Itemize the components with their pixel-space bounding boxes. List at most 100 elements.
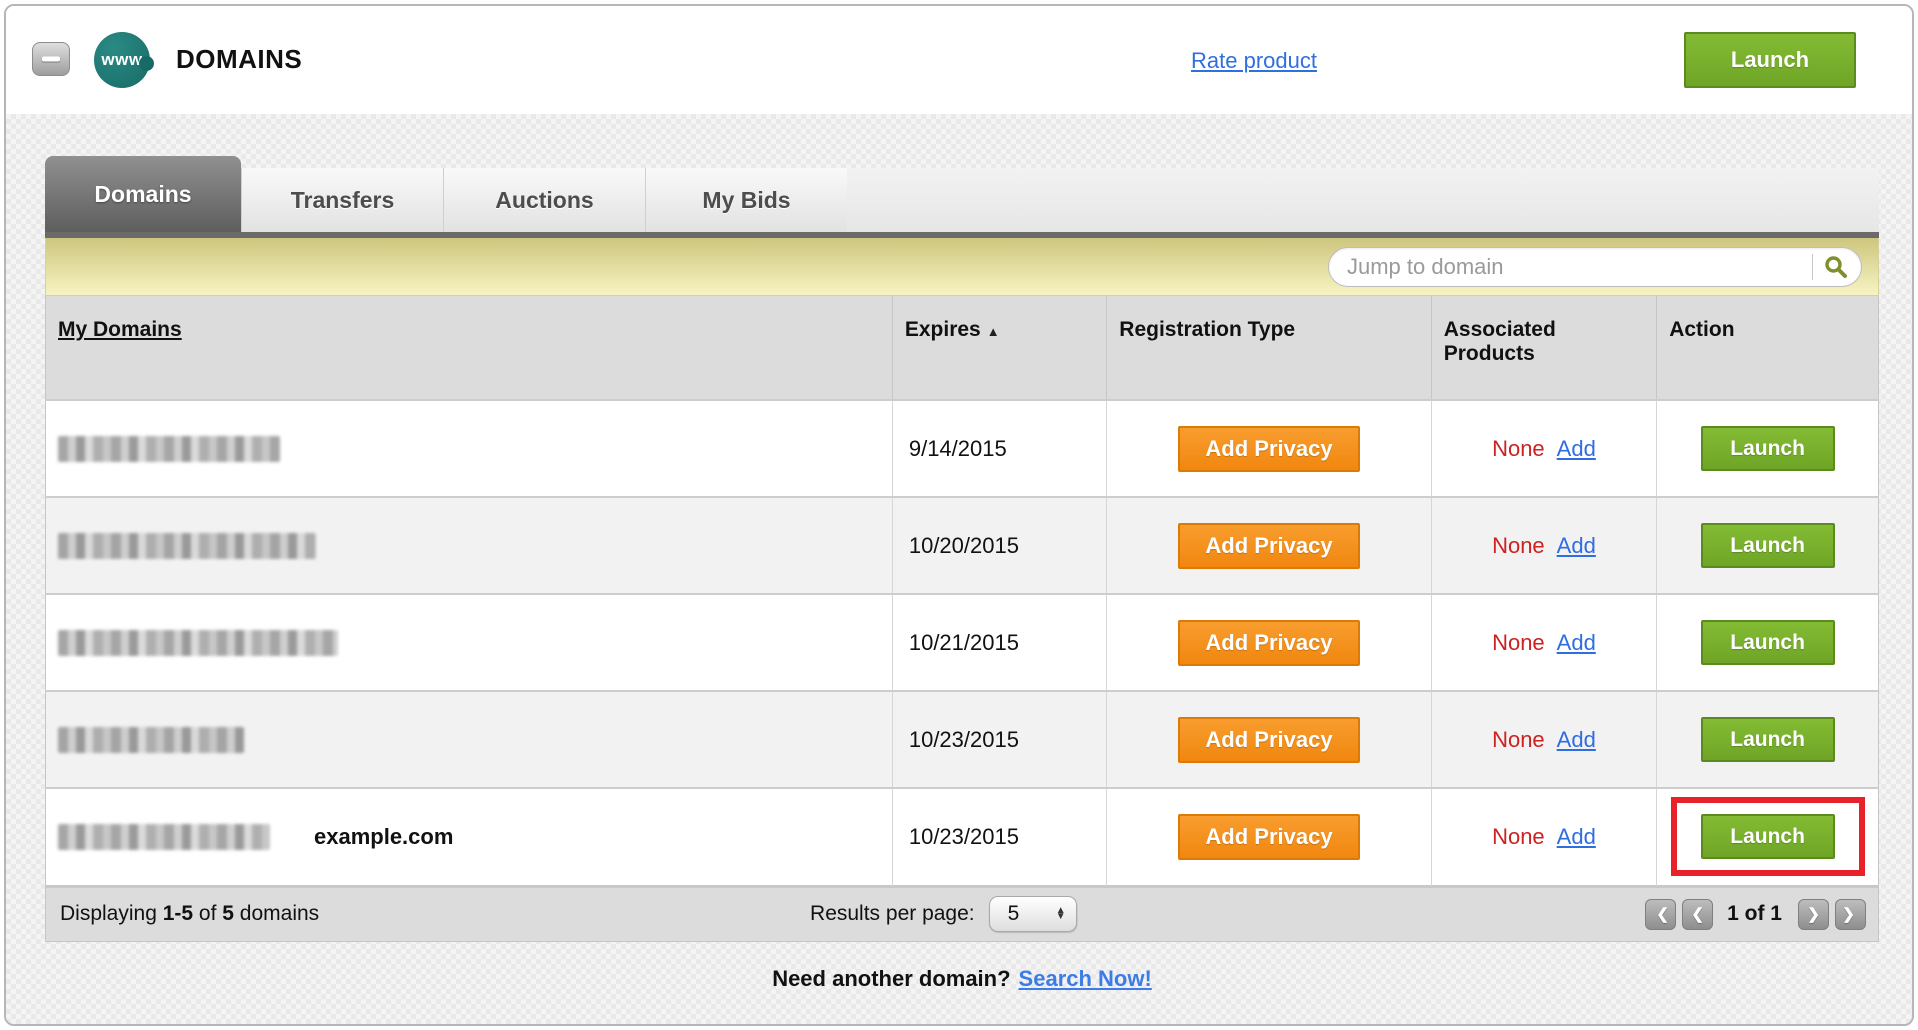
launch-button[interactable]: Launch [1700, 523, 1835, 568]
launch-label: Launch [1730, 533, 1805, 557]
table-row: 9/14/2015 Add Privacy None Add Launch [45, 399, 1879, 497]
launch-button[interactable]: Launch [1700, 717, 1835, 762]
add-product-link[interactable]: Add [1556, 532, 1596, 558]
expires-cell: 9/14/2015 [891, 399, 1107, 497]
redacted-domain [58, 629, 338, 656]
launch-label: Launch [1730, 436, 1805, 460]
chevron-right-icon: ❯ [1842, 906, 1855, 923]
add-privacy-button[interactable]: Add Privacy [1178, 619, 1361, 666]
search-icon[interactable] [1823, 254, 1849, 280]
example-domain-label: example.com [314, 823, 454, 849]
launch-button[interactable]: Launch [1700, 426, 1835, 471]
select-up-icon: ▲ [1055, 904, 1066, 916]
results-per-page-value: 5 [1007, 902, 1020, 925]
select-down-icon: ▼ [1055, 911, 1066, 922]
add-privacy-button[interactable]: Add Privacy [1178, 425, 1361, 472]
action-label: Action [1669, 318, 1735, 341]
table-row: 10/21/2015 Add Privacy None Add Launch [45, 593, 1879, 691]
results-per-page-select[interactable]: 5 ▲ ▼ [988, 896, 1077, 932]
add-privacy-label: Add Privacy [1205, 435, 1333, 461]
sort-ascending-icon: ▲ [986, 324, 1000, 339]
table-footer: Displaying 1-5 of 5 domains Results per … [45, 885, 1879, 942]
search-now-link[interactable]: Search Now! [1018, 965, 1152, 991]
content-area: Domains Transfers Auctions My Bids [6, 114, 1912, 1024]
add-product-link[interactable]: Add [1556, 726, 1596, 752]
jump-to-domain-searchbox [1328, 246, 1862, 287]
tab-my-bids-label: My Bids [702, 186, 791, 213]
domains-product-icon: www [94, 32, 154, 88]
add-product-link[interactable]: Add [1556, 629, 1596, 655]
displaying-of: of [193, 902, 223, 925]
column-header-my-domains: My Domains [45, 296, 893, 401]
redacted-domain [58, 823, 270, 850]
add-product-link[interactable]: Add [1556, 435, 1596, 461]
launch-label: Launch [1730, 630, 1805, 654]
add-privacy-button[interactable]: Add Privacy [1178, 813, 1361, 860]
tab-my-bids[interactable]: My Bids [645, 168, 847, 232]
tab-auctions[interactable]: Auctions [443, 168, 645, 232]
expires-cell: 10/20/2015 [891, 496, 1107, 594]
tab-bar-underline [45, 232, 1879, 238]
chevron-right-icon: ❯ [1807, 906, 1820, 923]
column-header-registration-type: Registration Type [1106, 296, 1432, 401]
add-privacy-label: Add Privacy [1205, 726, 1333, 752]
add-product-link[interactable]: Add [1556, 823, 1596, 849]
www-icon-text: www [101, 50, 143, 69]
domains-panel: Domains Transfers Auctions My Bids [45, 156, 1879, 992]
select-stepper-icon: ▲ ▼ [1055, 904, 1066, 922]
add-privacy-label: Add Privacy [1205, 823, 1333, 849]
launch-button-header[interactable]: Launch [1684, 32, 1856, 88]
filter-bar [45, 238, 1879, 296]
displaying-range: 1-5 [162, 902, 194, 925]
launch-button-highlighted[interactable]: Launch [1700, 814, 1835, 860]
rate-product-link[interactable]: Rate product [1191, 48, 1317, 73]
displaying-summary: Displaying 1-5 of 5 domains [60, 902, 319, 926]
expires-cell: 10/23/2015 [891, 690, 1107, 788]
table-header-row: My Domains Expires ▲ Registration Type As… [45, 296, 1879, 401]
column-header-expires: Expires ▲ [891, 296, 1107, 401]
first-page-button[interactable]: ❮ [1645, 898, 1677, 930]
add-privacy-button[interactable]: Add Privacy [1178, 716, 1361, 763]
tab-domains[interactable]: Domains [45, 156, 241, 232]
minus-icon [42, 56, 60, 62]
associated-none-text: None [1492, 629, 1545, 655]
displaying-suffix: domains [233, 902, 320, 925]
last-page-button[interactable]: ❯ [1835, 898, 1866, 930]
registration-type-label: Registration Type [1119, 318, 1296, 341]
table-row-example: example.com 10/23/2015 Add Privacy None A… [45, 787, 1879, 885]
tab-domains-label: Domains [94, 180, 192, 207]
next-page-button[interactable]: ❯ [1798, 898, 1829, 930]
previous-page-button[interactable]: ❮ [1682, 898, 1714, 930]
add-privacy-label: Add Privacy [1205, 532, 1333, 558]
domains-table: My Domains Expires ▲ Registration Type As… [45, 296, 1879, 886]
expires-cell: 10/21/2015 [891, 593, 1107, 691]
associated-none-text: None [1492, 435, 1545, 461]
associated-none-text: None [1492, 823, 1545, 849]
tab-transfers-label: Transfers [290, 186, 395, 213]
associated-none-text: None [1492, 532, 1545, 558]
launch-button[interactable]: Launch [1700, 620, 1835, 665]
expires-cell: 10/23/2015 [891, 787, 1107, 885]
expires-sort-link[interactable]: Expires [904, 318, 981, 341]
associated-products-label: Associated Products [1443, 318, 1556, 366]
redacted-domain [58, 532, 316, 559]
column-header-associated-products: Associated Products [1430, 296, 1657, 401]
page-status: 1 of 1 [1727, 902, 1782, 925]
table-row: 10/20/2015 Add Privacy None Add Launch [45, 496, 1879, 594]
collapse-button[interactable] [32, 42, 70, 76]
chevron-left-icon: ❮ [1656, 906, 1669, 923]
need-domain-text: Need another domain? [772, 965, 1011, 991]
search-input[interactable] [1347, 253, 1802, 280]
page-title: DOMAINS [176, 44, 303, 74]
associated-none-text: None [1492, 726, 1545, 752]
tab-bar: Domains Transfers Auctions My Bids [45, 156, 1879, 232]
tab-transfers[interactable]: Transfers [241, 168, 443, 232]
need-domain-prompt: Need another domain? Search Now! [45, 966, 1879, 992]
my-domains-sort-link[interactable]: My Domains [58, 318, 182, 341]
launch-label: Launch [1730, 727, 1805, 751]
tab-bar-filler [847, 168, 1879, 232]
add-privacy-button[interactable]: Add Privacy [1178, 522, 1361, 569]
search-divider [1812, 253, 1813, 280]
launch-button-label: Launch [1730, 47, 1810, 72]
app-window: www DOMAINS Rate product Launch Domains … [4, 4, 1914, 1026]
